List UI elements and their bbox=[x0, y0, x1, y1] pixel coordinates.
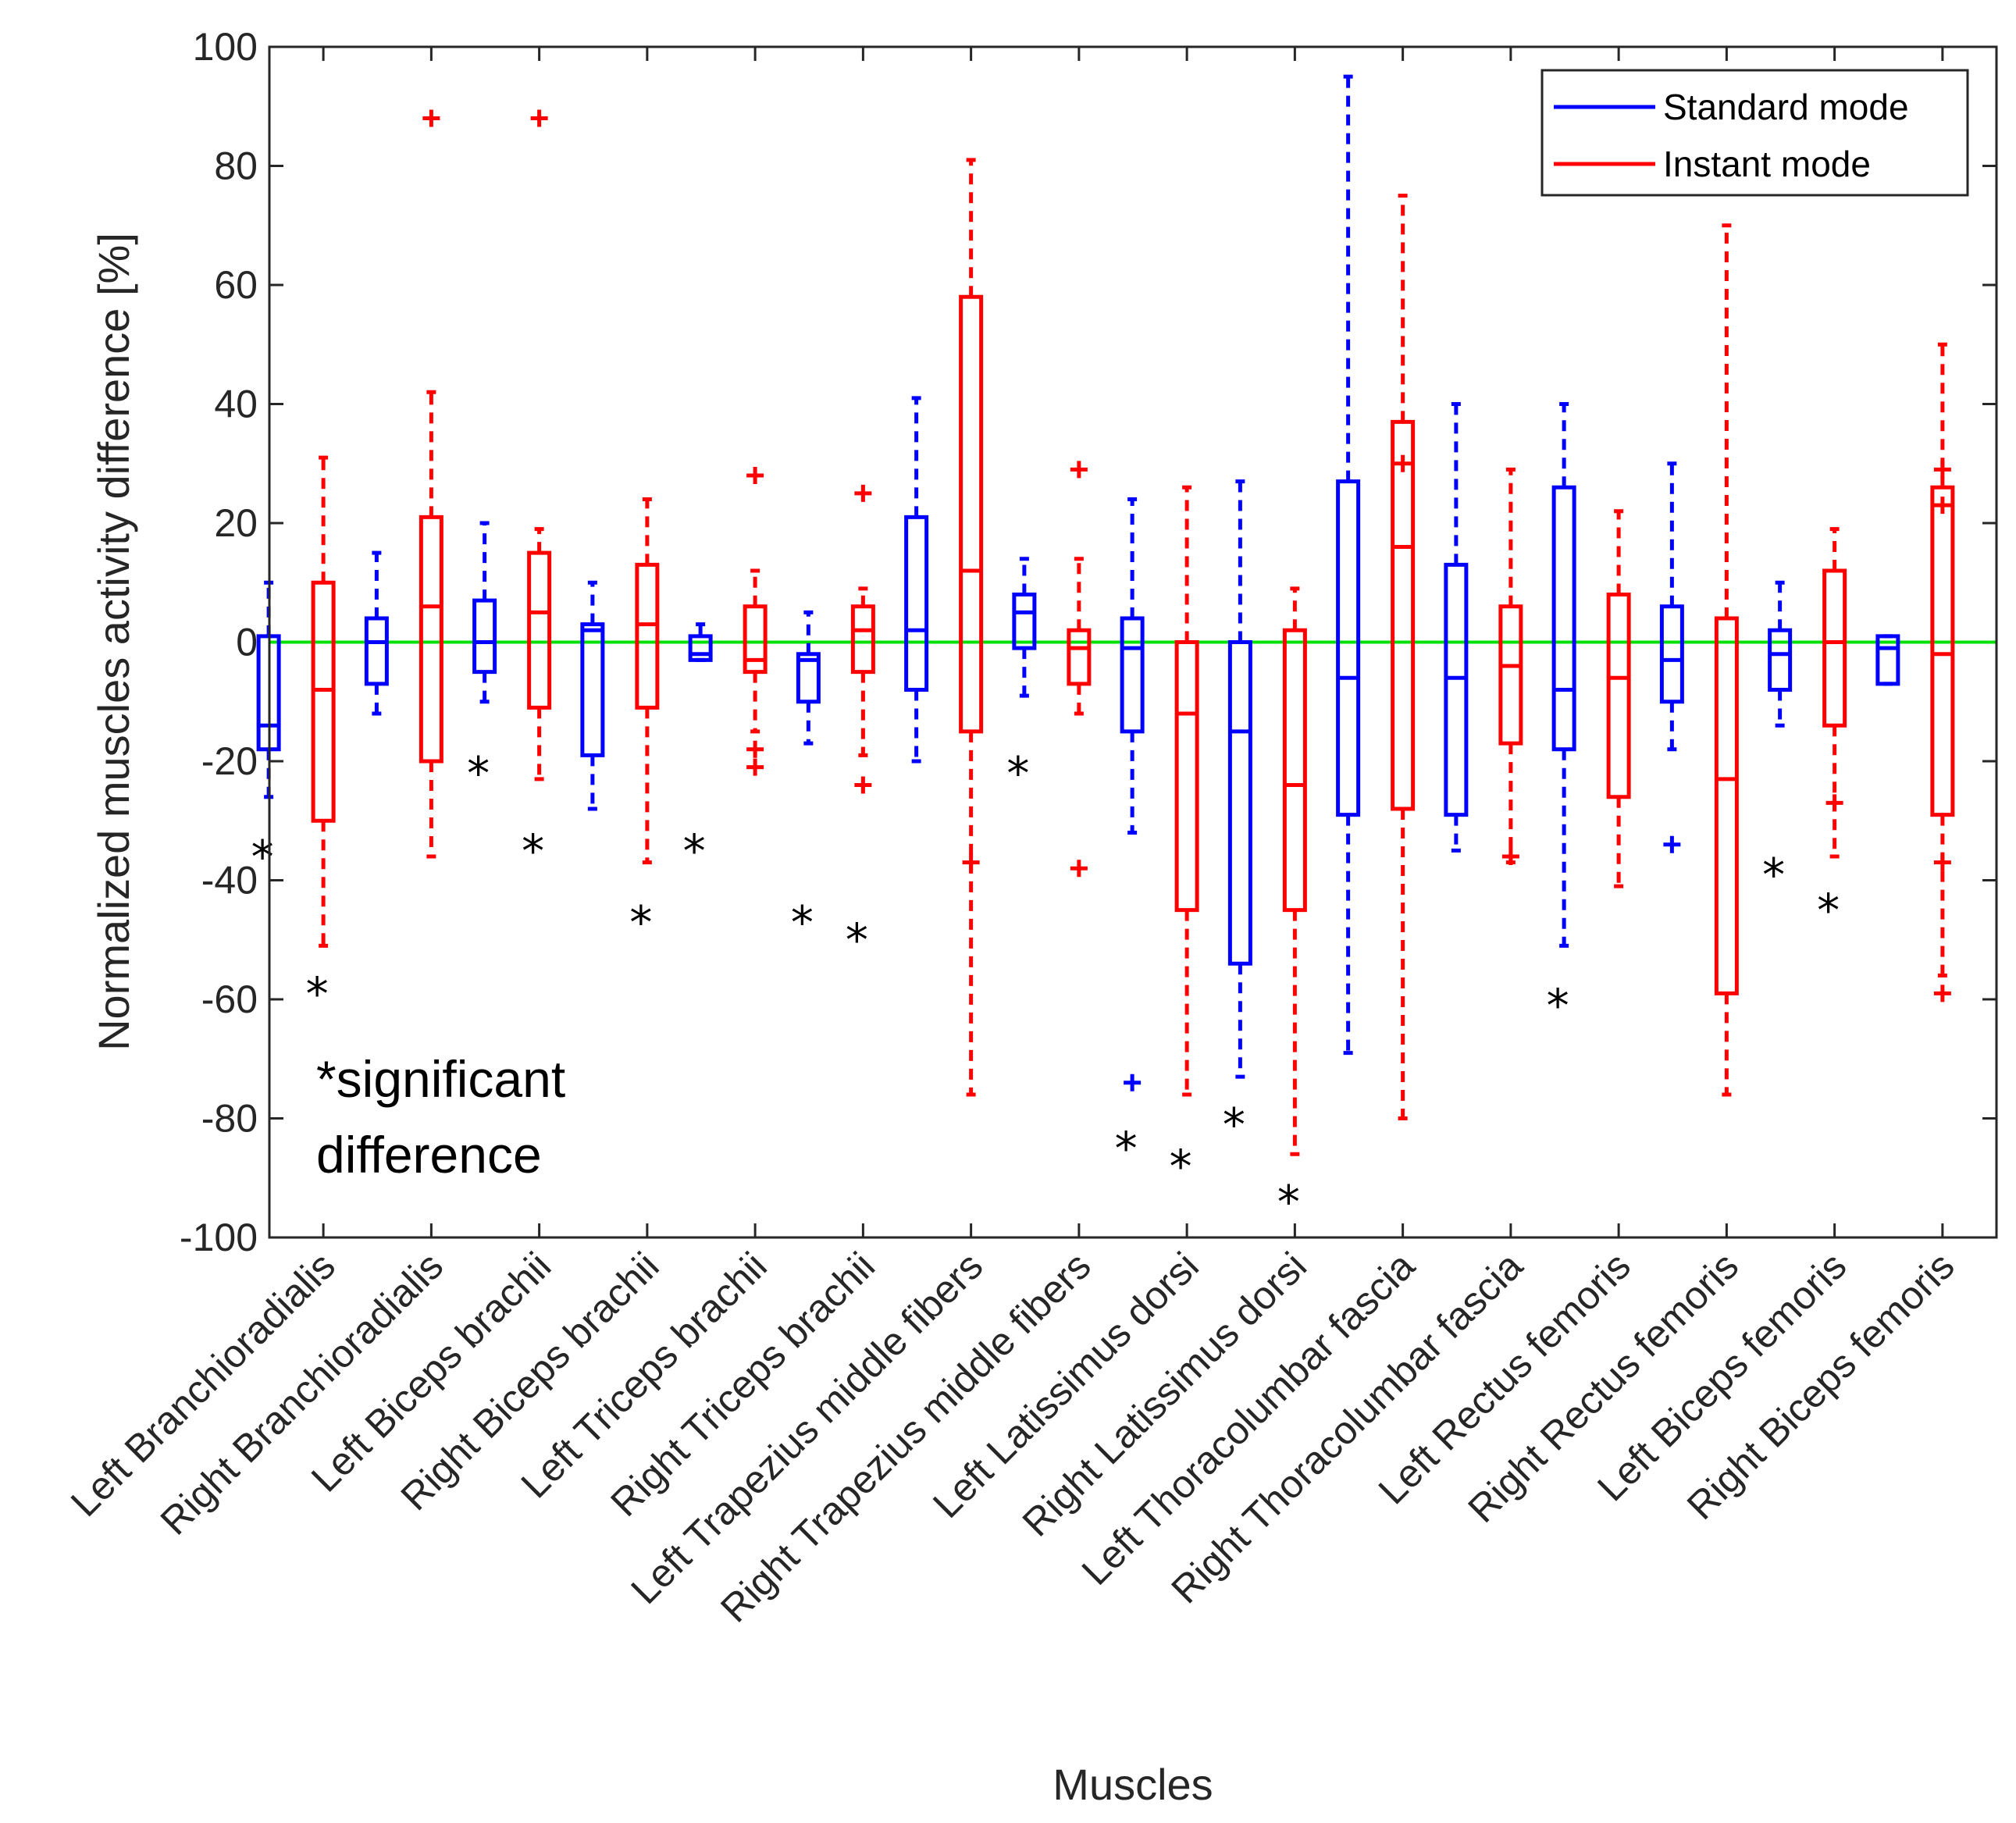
standard-significance-star: * bbox=[1762, 848, 1785, 901]
legend-instant-label: Instant mode bbox=[1663, 144, 1871, 184]
instant-significance-star: * bbox=[629, 895, 652, 949]
x-axis-title: Muscles bbox=[1053, 1760, 1213, 1809]
instant-significance-star: * bbox=[1277, 1176, 1300, 1229]
instant-box bbox=[1714, 616, 1739, 995]
standard-box bbox=[904, 514, 929, 692]
box-series bbox=[256, 74, 1955, 1156]
standard-box bbox=[1227, 640, 1252, 966]
standard-significance-star: * bbox=[1547, 979, 1569, 1032]
instant-box bbox=[419, 514, 443, 764]
significance-note-line1: *significant bbox=[316, 1050, 565, 1108]
standard-box bbox=[1012, 593, 1037, 650]
standard-box bbox=[580, 622, 605, 757]
instant-box bbox=[1174, 640, 1199, 913]
instant-significance-star: * bbox=[522, 824, 544, 878]
standard-significance-star: * bbox=[1115, 1122, 1138, 1175]
standard-box bbox=[688, 634, 713, 662]
y-tick-label: 80 bbox=[214, 144, 258, 188]
plot-frame bbox=[268, 45, 1998, 1239]
instant-box bbox=[311, 580, 336, 823]
standard-box bbox=[796, 652, 821, 704]
significance-note-line2: difference bbox=[316, 1126, 542, 1184]
y-tick-label: -100 bbox=[180, 1216, 258, 1259]
instant-significance-star: * bbox=[846, 913, 868, 967]
instant-box bbox=[635, 562, 660, 710]
y-tick-label: 100 bbox=[193, 25, 258, 69]
instant-box bbox=[1498, 604, 1523, 746]
standard-significance-star: * bbox=[1223, 1098, 1245, 1152]
y-tick-label: -20 bbox=[201, 739, 258, 783]
standard-significance-star: * bbox=[1006, 747, 1029, 800]
instant-box bbox=[527, 550, 552, 710]
instant-significance-star: * bbox=[1170, 1140, 1192, 1193]
standard-significance-star: * bbox=[683, 824, 706, 878]
standard-box bbox=[1768, 628, 1793, 692]
y-tick-label: 20 bbox=[214, 501, 258, 545]
y-axis-title: Normalized muscles activity difference [… bbox=[89, 233, 138, 1051]
standard-box bbox=[1444, 562, 1469, 817]
legend: Standard mode Instant mode bbox=[1540, 69, 1969, 197]
legend-standard-label: Standard mode bbox=[1663, 87, 1909, 127]
instant-box bbox=[1067, 628, 1092, 686]
y-tick-label: -60 bbox=[201, 977, 258, 1021]
y-axis-ticks: 100 80 60 40 20 0 -20 -40 -60 -80 -100 bbox=[180, 25, 1996, 1259]
y-tick-label: 60 bbox=[214, 263, 258, 307]
y-tick-label: -80 bbox=[201, 1097, 258, 1141]
instant-box bbox=[1391, 419, 1416, 811]
standard-box bbox=[472, 598, 497, 675]
instant-box bbox=[1930, 485, 1955, 817]
instant-box bbox=[1282, 628, 1307, 913]
instant-box bbox=[1822, 568, 1847, 728]
instant-box bbox=[959, 294, 984, 734]
standard-box bbox=[364, 616, 389, 686]
instant-box bbox=[743, 604, 768, 675]
standard-box bbox=[1120, 616, 1145, 734]
y-tick-label: 40 bbox=[214, 383, 258, 426]
standard-box bbox=[1659, 604, 1684, 704]
standard-significance-star: * bbox=[467, 747, 490, 800]
standard-box bbox=[1551, 485, 1576, 752]
instant-box bbox=[1606, 593, 1631, 799]
standard-box bbox=[1875, 634, 1900, 686]
y-tick-label: -40 bbox=[201, 859, 258, 903]
instant-significance-star: * bbox=[1817, 884, 1840, 937]
legend-box bbox=[1540, 69, 1969, 197]
instant-box bbox=[850, 604, 875, 675]
standard-significance-star: * bbox=[791, 895, 814, 949]
standard-box bbox=[1336, 479, 1361, 817]
instant-significance-star: * bbox=[306, 967, 329, 1020]
y-tick-label: 0 bbox=[236, 621, 258, 664]
significance-markers: ****** ****** **** bbox=[251, 747, 1840, 1229]
